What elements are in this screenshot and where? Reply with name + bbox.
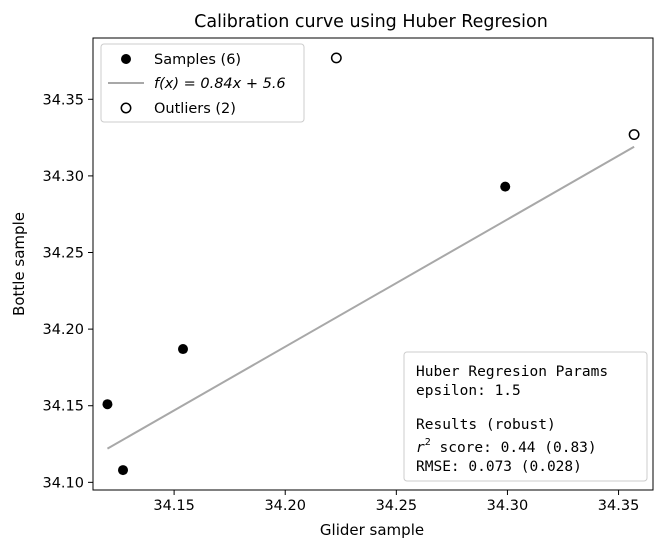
sample-point — [118, 465, 128, 476]
annotation-frame — [403, 351, 648, 482]
x-axis: 34.15 34.20 34.25 34.30 34.35 — [153, 490, 639, 514]
axes-frame — [92, 37, 654, 491]
y-axis-label: Bottle sample — [10, 212, 28, 316]
y-tick-label: 34.15 — [42, 399, 84, 415]
x-axis-label: Glider sample — [320, 521, 424, 539]
outlier-point — [628, 129, 640, 140]
chart-title: Calibration curve using Huber Regresion — [194, 12, 548, 32]
legend-label-samples: Samples (6) — [154, 52, 241, 68]
y-tick-label: 34.35 — [42, 92, 84, 108]
legend-label-outliers: Outliers (2) — [154, 101, 236, 117]
results-annotation: Huber Regresion Params epsilon: 1.5 Resu… — [403, 351, 648, 482]
annotation-params-title: Huber Regresion Params — [416, 364, 608, 380]
fit-line — [106, 145, 635, 450]
x-tick-label: 34.20 — [264, 498, 306, 514]
legend-marker-samples — [121, 54, 131, 64]
x-tick-label: 34.30 — [487, 498, 529, 514]
legend-label-fit-line: f(x) = 0.84x + 5.6 — [154, 76, 286, 92]
r2-value: score: 0.44 (0.83) — [431, 440, 597, 456]
y-tick-label: 34.20 — [42, 322, 84, 338]
points-layer — [102, 52, 640, 476]
outlier-point — [330, 52, 342, 64]
r2-symbol: r — [416, 440, 425, 456]
sample-point — [500, 181, 511, 192]
annotation-rmse: RMSE: 0.073 (0.028) — [416, 459, 582, 475]
plot-area: 34.15 34.20 34.25 34.30 34.35 34.10 34.15 34.2… — [42, 37, 654, 514]
annotation-results-title: Results (robust) — [416, 417, 556, 433]
legend-marker-outliers — [120, 102, 132, 114]
fit-line-layer — [106, 145, 635, 450]
y-tick-label: 34.25 — [42, 246, 84, 262]
legend: Samples (6) f(x) = 0.84x + 5.6 Outliers … — [100, 43, 305, 123]
y-axis: 34.10 34.15 34.20 34.25 34.30 34.35 — [42, 92, 93, 491]
sample-point — [102, 399, 113, 410]
r2-superscript: 2 — [425, 437, 431, 448]
x-tick-label: 34.15 — [153, 498, 195, 514]
x-tick-label: 34.25 — [376, 498, 418, 514]
annotation-r2: r2 score: 0.44 (0.83) — [416, 437, 597, 456]
sample-point — [178, 344, 188, 355]
legend-frame — [100, 43, 305, 123]
x-tick-label: 34.35 — [598, 498, 640, 514]
annotation-epsilon: epsilon: 1.5 — [416, 383, 521, 399]
y-tick-label: 34.30 — [42, 169, 84, 185]
y-tick-label: 34.10 — [42, 475, 84, 491]
